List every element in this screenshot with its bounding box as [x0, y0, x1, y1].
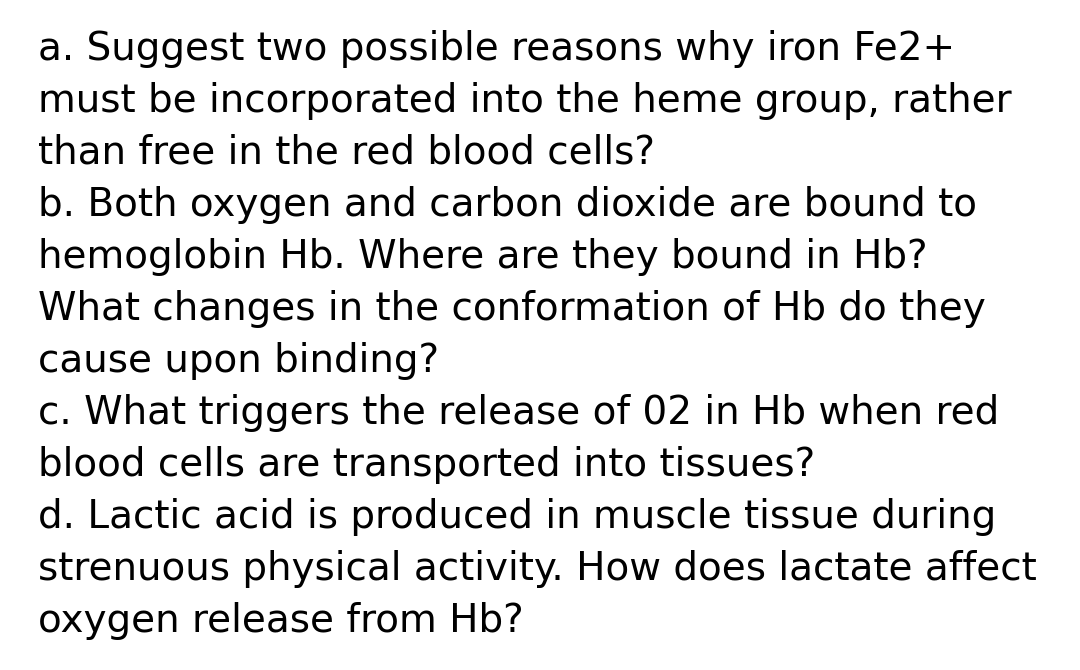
Text: oxygen release from Hb?: oxygen release from Hb?: [38, 602, 524, 640]
Text: strenuous physical activity. How does lactate affect: strenuous physical activity. How does la…: [38, 550, 1037, 588]
Text: What changes in the conformation of Hb do they: What changes in the conformation of Hb d…: [38, 290, 986, 328]
Text: b. Both oxygen and carbon dioxide are bound to: b. Both oxygen and carbon dioxide are bo…: [38, 186, 977, 224]
Text: d. Lactic acid is produced in muscle tissue during: d. Lactic acid is produced in muscle tis…: [38, 498, 996, 536]
Text: a. Suggest two possible reasons why iron Fe2+: a. Suggest two possible reasons why iron…: [38, 30, 955, 68]
Text: hemoglobin Hb. Where are they bound in Hb?: hemoglobin Hb. Where are they bound in H…: [38, 238, 928, 276]
Text: must be incorporated into the heme group, rather: must be incorporated into the heme group…: [38, 82, 1012, 120]
Text: cause upon binding?: cause upon binding?: [38, 342, 440, 380]
Text: than free in the red blood cells?: than free in the red blood cells?: [38, 134, 654, 172]
Text: c. What triggers the release of 02 in Hb when red: c. What triggers the release of 02 in Hb…: [38, 394, 999, 432]
Text: blood cells are transported into tissues?: blood cells are transported into tissues…: [38, 446, 815, 484]
